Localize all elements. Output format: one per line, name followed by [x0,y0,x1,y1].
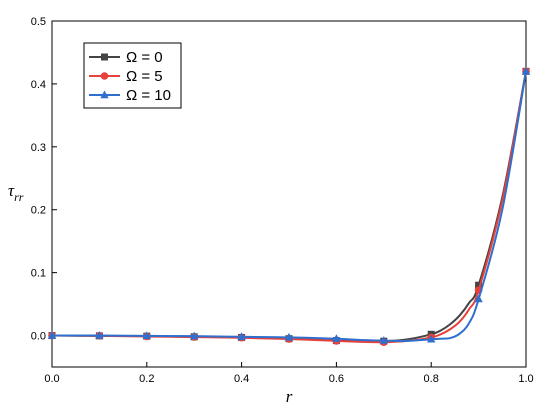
data-point [190,331,199,340]
legend-label: Ω = 10 [126,87,171,104]
series-0 [48,67,530,345]
x-tick-label: 0.4 [234,373,249,385]
y-axis-label-sub: rr [14,190,24,204]
y-tick-label: 0.4 [31,79,46,91]
x-tick-label: 0.8 [424,373,439,385]
data-point [332,334,341,342]
series-line [51,71,527,342]
axis-ticks: 0.0 0.2 0.4 0.6 0.8 1.0 0.0 0.1 0.2 0.3 0.4 0.5 [31,16,534,385]
y-axis-label: τrr [8,181,24,204]
legend: Ω = 0 Ω = 5 Ω = 10 [83,42,182,109]
y-axis-label-main: τ [8,181,15,200]
data-point [237,332,246,341]
series-line [51,71,527,343]
series-layer [47,66,531,346]
series-2 [47,66,531,344]
y-tick-label: 0.5 [31,16,46,28]
data-point [474,294,483,303]
series-1 [48,67,530,346]
legend-marker [101,53,108,61]
data-point [427,334,436,343]
x-axis-label: r [286,387,293,406]
data-point [521,66,531,75]
x-tick-label: 1.0 [518,373,533,385]
series-line [51,71,527,344]
data-point [47,331,57,339]
data-point [379,336,388,344]
data-point [284,332,294,341]
x-tick-label: 0.0 [44,373,59,385]
legend-label: Ω = 5 [126,68,163,85]
y-tick-label: 0.3 [31,142,46,154]
y-tick-label: 0.2 [31,205,46,217]
y-tick-label: 0.1 [31,268,46,280]
legend-marker [100,90,109,99]
data-point [95,331,104,339]
y-tick-label: 0.0 [31,331,46,343]
data-point [475,281,483,289]
x-tick-label: 0.2 [139,373,154,385]
data-point [142,331,151,340]
legend-marker [100,72,109,80]
plot-frame [51,20,527,368]
x-tick-label: 0.6 [329,373,344,385]
legend-label: Ω = 0 [126,49,163,66]
